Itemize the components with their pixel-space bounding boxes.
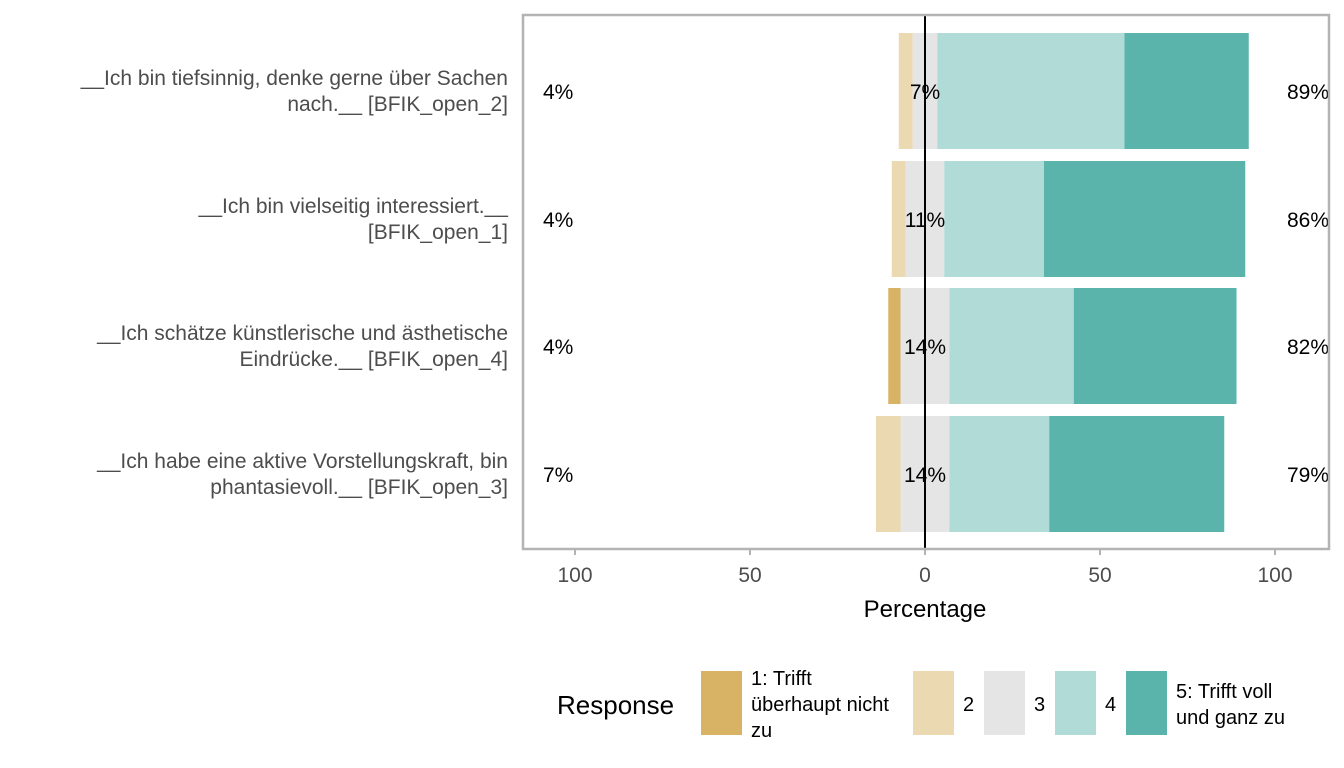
x-tick-label: 100	[557, 564, 592, 587]
x-axis: 100 50 0 50 100	[557, 549, 1293, 587]
legend-label: überhaupt nicht	[751, 694, 889, 716]
low-percent-label: 4%	[543, 81, 573, 104]
legend-label: 2	[963, 694, 974, 716]
legend-key	[1126, 671, 1167, 735]
high-percent-label: 79%	[1287, 464, 1329, 487]
legend-key	[701, 671, 742, 735]
item-label: __Ich schätze künstlerische und ästhetis…	[96, 322, 508, 345]
bar-segment	[949, 416, 1050, 532]
bar-segment	[876, 416, 901, 532]
neutral-percent-label: 7%	[910, 81, 940, 104]
low-percent-label: 7%	[543, 464, 573, 487]
bar-segment	[1124, 33, 1249, 149]
item-label: __Ich bin tiefsinnig, denke gerne über S…	[80, 67, 508, 90]
legend-key	[984, 671, 1025, 735]
legend-label: 4	[1105, 694, 1116, 716]
x-tick-label: 50	[738, 564, 761, 587]
bar-segment	[1044, 161, 1246, 277]
neutral-percent-label: 11%	[905, 209, 945, 232]
bar-segment	[898, 33, 913, 149]
legend: Response 1: Trifft überhaupt nicht zu 2 3 4 5:…	[557, 668, 1285, 742]
neutral-percent-label: 14%	[904, 336, 946, 359]
legend-label: 3	[1034, 694, 1045, 716]
y-axis-labels: __Ich bin tiefsinnig, denke gerne über S…	[80, 67, 509, 499]
x-tick-label: 100	[1257, 564, 1292, 587]
bar-segment	[949, 288, 1074, 404]
high-percent-label: 86%	[1287, 209, 1329, 232]
bar-segment	[1073, 288, 1237, 404]
legend-key	[1055, 671, 1096, 735]
item-label: [BFIK_open_1]	[368, 221, 508, 244]
legend-label: 5: Trifft voll	[1176, 681, 1272, 703]
legend-title: Response	[557, 690, 674, 720]
x-tick-label: 0	[919, 564, 931, 587]
bar-segment	[944, 161, 1044, 277]
item-label: __Ich bin vielseitig interessiert.__	[198, 195, 509, 218]
legend-label: 1: Trifft	[751, 668, 812, 690]
x-tick-label: 50	[1088, 564, 1111, 587]
item-label: phantasievoll.__ [BFIK_open_3]	[210, 476, 508, 499]
low-percent-label: 4%	[543, 209, 573, 232]
legend-key	[913, 671, 954, 735]
item-label: nach.__ [BFIK_open_2]	[287, 93, 508, 116]
bar-segment	[891, 161, 906, 277]
legend-label: zu	[751, 720, 772, 742]
x-axis-title: Percentage	[864, 596, 987, 623]
labels-layer: 4% 7% 89% 4% 11% 86% 4% 14% 82% 7% 14% 79%	[543, 81, 1329, 487]
bar-segment	[937, 33, 1125, 149]
item-label: __Ich habe eine aktive Vorstellungskraft…	[96, 450, 508, 473]
item-label: Eindrücke.__ [BFIK_open_4]	[239, 348, 508, 371]
high-percent-label: 89%	[1287, 81, 1329, 104]
bars-layer	[876, 33, 1249, 532]
high-percent-label: 82%	[1287, 336, 1329, 359]
bar-segment	[1049, 416, 1225, 532]
low-percent-label: 4%	[543, 336, 573, 359]
legend-label: und ganz zu	[1176, 707, 1285, 729]
neutral-percent-label: 14%	[904, 464, 946, 487]
bar-segment	[888, 288, 901, 404]
